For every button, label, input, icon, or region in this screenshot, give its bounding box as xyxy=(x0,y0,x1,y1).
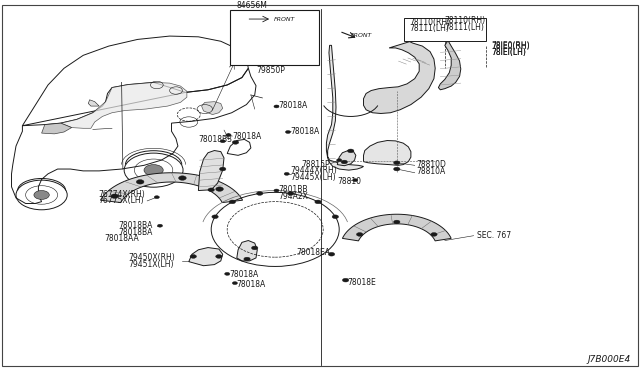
Polygon shape xyxy=(202,102,223,115)
Circle shape xyxy=(220,167,226,171)
Text: 78IEI(LH): 78IEI(LH) xyxy=(492,48,526,57)
Bar xyxy=(230,10,319,65)
Circle shape xyxy=(394,161,400,164)
Circle shape xyxy=(208,188,214,192)
Circle shape xyxy=(244,257,250,261)
Text: FRONT: FRONT xyxy=(274,17,295,22)
Circle shape xyxy=(342,278,349,282)
Text: FRONT: FRONT xyxy=(351,33,372,38)
Text: 78810D: 78810D xyxy=(416,160,446,169)
Polygon shape xyxy=(438,41,461,90)
Circle shape xyxy=(154,196,159,199)
Polygon shape xyxy=(100,173,243,203)
Circle shape xyxy=(315,200,321,204)
Polygon shape xyxy=(364,42,435,113)
Text: 78111(LH): 78111(LH) xyxy=(445,23,484,32)
Circle shape xyxy=(341,160,348,164)
Circle shape xyxy=(225,272,230,275)
Text: 78110(RH): 78110(RH) xyxy=(410,17,451,26)
Circle shape xyxy=(431,232,437,236)
Text: 76775X(LH): 76775X(LH) xyxy=(99,196,144,205)
Polygon shape xyxy=(278,24,314,55)
Circle shape xyxy=(328,252,335,256)
Text: 78810A: 78810A xyxy=(416,167,445,176)
Polygon shape xyxy=(342,214,451,241)
Polygon shape xyxy=(337,151,356,166)
Circle shape xyxy=(232,282,237,285)
Circle shape xyxy=(232,141,239,144)
Polygon shape xyxy=(237,241,257,261)
Circle shape xyxy=(111,194,118,198)
Circle shape xyxy=(144,164,163,176)
Circle shape xyxy=(287,192,294,195)
Circle shape xyxy=(229,200,236,204)
Text: 78810: 78810 xyxy=(337,177,362,186)
Text: 79850P: 79850P xyxy=(256,65,285,75)
Text: 7801BB: 7801BB xyxy=(278,185,308,194)
Circle shape xyxy=(284,172,289,175)
Text: 78018A: 78018A xyxy=(232,132,262,141)
Text: 79444X(RH): 79444X(RH) xyxy=(291,166,337,175)
Text: 78018E: 78018E xyxy=(348,278,376,287)
Text: 78018BA: 78018BA xyxy=(118,228,153,237)
Text: 79445X(LH): 79445X(LH) xyxy=(291,173,336,182)
Circle shape xyxy=(216,187,223,191)
Circle shape xyxy=(274,189,279,192)
Polygon shape xyxy=(42,123,72,134)
Polygon shape xyxy=(364,141,411,165)
Polygon shape xyxy=(189,247,223,266)
Circle shape xyxy=(356,232,363,236)
Text: 78018AA: 78018AA xyxy=(104,234,139,243)
Circle shape xyxy=(337,159,342,161)
Circle shape xyxy=(252,246,258,250)
Text: 78IE0(RH): 78IE0(RH) xyxy=(492,41,530,50)
Bar xyxy=(404,18,486,41)
Text: 78110(RH): 78110(RH) xyxy=(445,16,486,25)
Text: 78IEI(LH): 78IEI(LH) xyxy=(492,48,526,57)
Text: 76774X(RH): 76774X(RH) xyxy=(99,190,145,199)
Polygon shape xyxy=(198,151,224,190)
Text: 78111(LH): 78111(LH) xyxy=(410,24,449,33)
Circle shape xyxy=(348,149,354,153)
Polygon shape xyxy=(326,45,364,170)
Circle shape xyxy=(394,167,400,171)
Circle shape xyxy=(394,220,400,224)
Text: SEC. 767: SEC. 767 xyxy=(477,231,511,240)
Circle shape xyxy=(285,131,291,134)
Text: 78018EA: 78018EA xyxy=(296,248,330,257)
Polygon shape xyxy=(88,100,99,106)
Circle shape xyxy=(190,254,196,258)
Circle shape xyxy=(212,215,218,219)
Circle shape xyxy=(157,224,163,227)
Circle shape xyxy=(216,254,222,258)
Text: 84656M: 84656M xyxy=(237,1,268,10)
Circle shape xyxy=(274,105,279,108)
Text: 794A2X: 794A2X xyxy=(278,192,308,201)
Circle shape xyxy=(34,190,49,199)
Circle shape xyxy=(226,134,231,137)
Text: 78018A: 78018A xyxy=(278,101,308,110)
Circle shape xyxy=(257,192,263,195)
Polygon shape xyxy=(61,82,187,128)
Circle shape xyxy=(353,179,358,182)
Text: 79451X(LH): 79451X(LH) xyxy=(128,260,173,269)
Circle shape xyxy=(332,215,339,219)
Circle shape xyxy=(136,180,144,184)
Text: 78018BA: 78018BA xyxy=(118,221,153,230)
Circle shape xyxy=(179,176,186,180)
Text: 78815P: 78815P xyxy=(301,160,330,169)
Text: 78018B3: 78018B3 xyxy=(198,135,232,144)
Circle shape xyxy=(244,34,257,42)
Text: 78018A: 78018A xyxy=(229,270,259,279)
Circle shape xyxy=(220,140,225,143)
Text: 78IE0(RH): 78IE0(RH) xyxy=(492,42,530,51)
Text: 78018A: 78018A xyxy=(291,127,320,136)
Text: J7B000E4: J7B000E4 xyxy=(587,355,630,364)
Text: 78018A: 78018A xyxy=(237,280,266,289)
Text: 79450X(RH): 79450X(RH) xyxy=(128,253,175,262)
